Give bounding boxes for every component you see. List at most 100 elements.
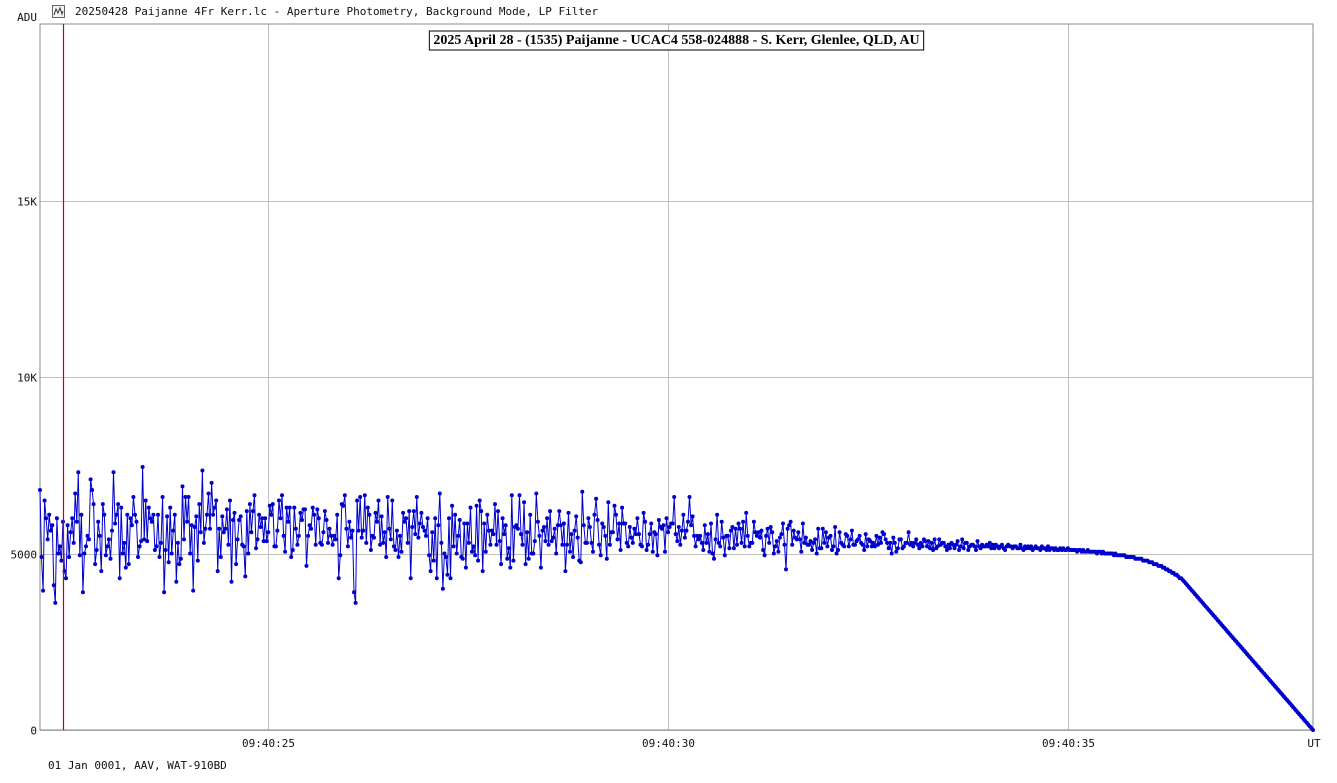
data-point xyxy=(133,512,137,517)
data-point xyxy=(295,542,300,547)
window-title: 20250428 Paijanne 4Fr Kerr.lc - Aperture… xyxy=(75,5,599,18)
data-point xyxy=(437,491,442,496)
data-point xyxy=(493,502,497,507)
data-point xyxy=(313,542,318,547)
data-point xyxy=(727,546,732,551)
data-point xyxy=(497,539,502,544)
data-point xyxy=(771,551,776,556)
data-point xyxy=(990,542,995,547)
data-point xyxy=(928,546,932,551)
data-point xyxy=(944,548,949,552)
data-point xyxy=(594,496,599,501)
data-point xyxy=(701,548,706,552)
data-point xyxy=(394,528,399,533)
data-point xyxy=(205,512,209,517)
data-point xyxy=(344,526,349,531)
data-point xyxy=(373,510,378,515)
data-point xyxy=(382,530,387,535)
data-point xyxy=(626,544,631,549)
data-point xyxy=(514,523,519,528)
data-point xyxy=(218,555,223,559)
data-point xyxy=(460,556,465,561)
data-point xyxy=(705,532,710,537)
data-point xyxy=(787,523,792,528)
data-point xyxy=(565,542,569,547)
data-point xyxy=(675,539,680,544)
data-point xyxy=(712,556,716,561)
data-point xyxy=(451,544,456,549)
data-point xyxy=(574,514,579,519)
data-point xyxy=(231,518,235,522)
data-point xyxy=(856,537,860,542)
data-point xyxy=(482,521,487,526)
data-point xyxy=(710,551,715,556)
data-point xyxy=(267,503,272,508)
data-point xyxy=(149,519,154,524)
data-point xyxy=(275,528,280,533)
data-point xyxy=(200,468,205,473)
x-axis-label: UT xyxy=(1307,737,1321,750)
data-point xyxy=(439,540,444,545)
data-point xyxy=(617,521,622,526)
data-point xyxy=(407,509,412,514)
data-point xyxy=(759,528,764,533)
data-point xyxy=(154,544,159,549)
data-point xyxy=(519,532,523,537)
chart-title-box: 2025 April 28 - (1535) Paijanne - UCAC4 … xyxy=(428,30,925,51)
data-point xyxy=(807,542,811,547)
data-point xyxy=(263,516,268,521)
data-point xyxy=(684,528,689,533)
data-point xyxy=(650,549,655,554)
data-point xyxy=(535,519,540,524)
data-point xyxy=(523,562,528,567)
data-point xyxy=(385,495,390,499)
data-point xyxy=(640,544,644,549)
data-point xyxy=(189,523,194,528)
chart-title: 2025 April 28 - (1535) Paijanne - UCAC4 … xyxy=(433,33,919,48)
data-point xyxy=(825,544,830,549)
data-point xyxy=(742,544,747,549)
data-point xyxy=(476,558,481,563)
data-point xyxy=(206,491,211,496)
data-point xyxy=(731,546,736,551)
data-point xyxy=(1016,546,1021,551)
data-point xyxy=(356,528,361,533)
data-point xyxy=(396,555,401,559)
data-point xyxy=(169,551,174,556)
data-point xyxy=(914,537,919,542)
data-point xyxy=(592,512,597,517)
data-point xyxy=(68,530,73,535)
data-point xyxy=(886,546,891,551)
data-point xyxy=(612,503,617,508)
data-point xyxy=(45,537,50,542)
data-point xyxy=(920,544,925,549)
data-point xyxy=(548,509,553,514)
lightcurve-app-icon[interactable] xyxy=(52,5,65,18)
data-point xyxy=(165,514,170,519)
data-point xyxy=(238,514,243,519)
data-point xyxy=(794,537,799,542)
data-point xyxy=(735,542,739,547)
data-point xyxy=(667,525,672,529)
data-point xyxy=(790,542,795,547)
data-point xyxy=(361,528,366,533)
data-point xyxy=(635,516,640,521)
data-point xyxy=(862,548,867,552)
data-point xyxy=(39,555,44,559)
data-point xyxy=(391,544,396,549)
data-point xyxy=(745,533,750,538)
data-point xyxy=(326,540,330,545)
data-point xyxy=(781,521,785,526)
data-point xyxy=(405,540,410,545)
data-point xyxy=(422,528,427,533)
data-point xyxy=(143,498,148,503)
data-point xyxy=(1000,542,1004,547)
data-point xyxy=(417,521,422,526)
data-point xyxy=(327,526,332,531)
data-point xyxy=(842,544,847,549)
data-point xyxy=(782,542,787,547)
data-point xyxy=(659,526,664,531)
data-point xyxy=(71,540,76,545)
data-point xyxy=(542,525,546,529)
data-point xyxy=(882,532,887,537)
